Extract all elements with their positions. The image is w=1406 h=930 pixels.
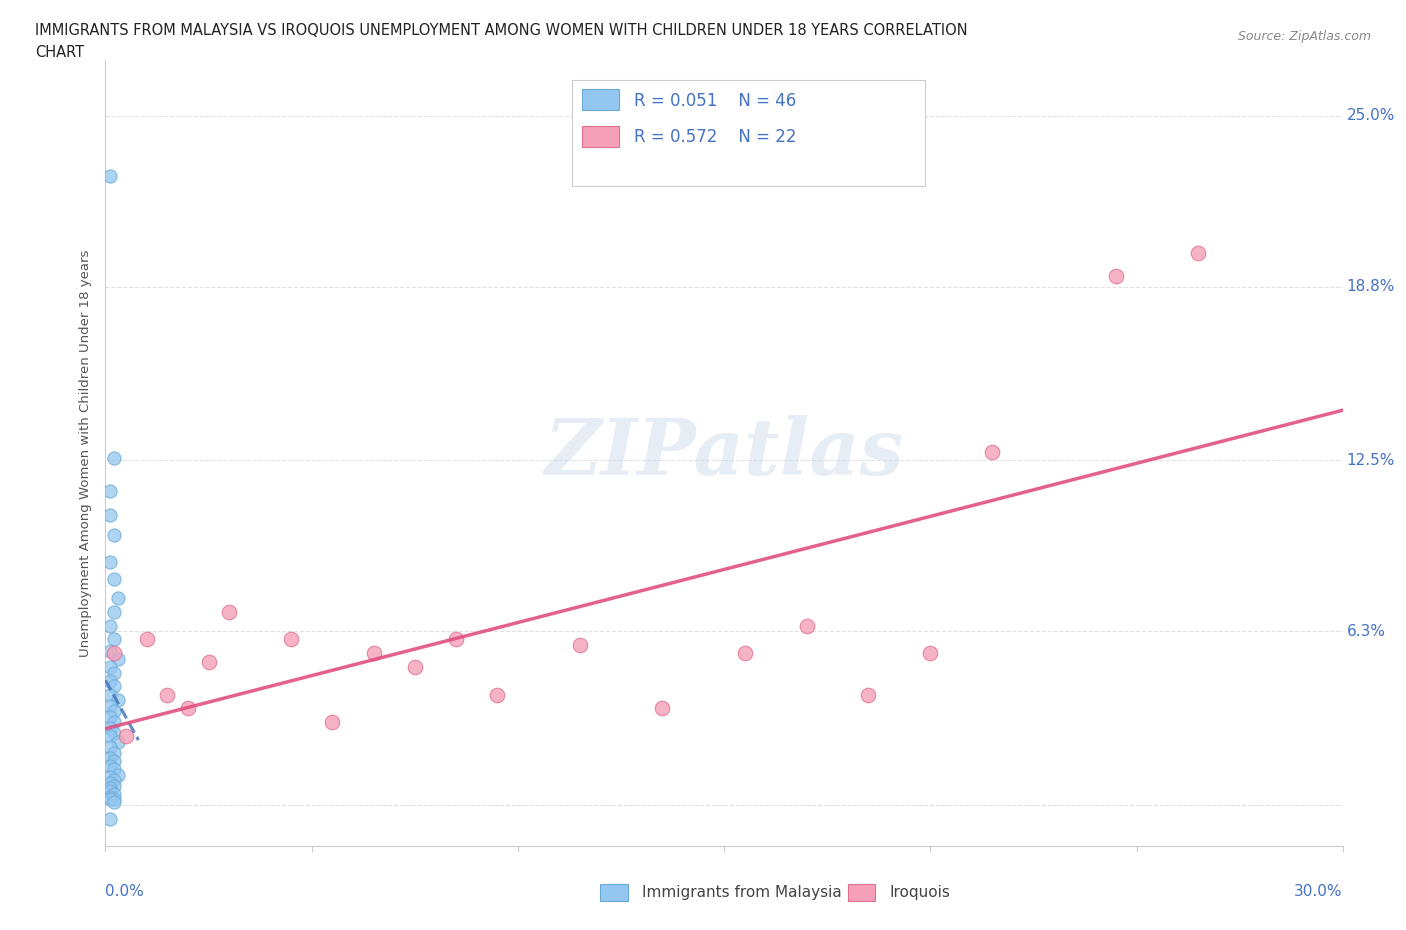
FancyBboxPatch shape [572,80,925,186]
Point [197,654,219,669]
Bar [582,126,619,147]
Point [103,773,125,788]
Point [115,728,138,743]
Bar [848,884,875,901]
Point [98,792,121,807]
Point [858,687,880,702]
Text: 0.0%: 0.0% [105,884,145,899]
Point [103,762,125,777]
Point [107,693,129,708]
Point [920,645,942,660]
Point [98,618,121,633]
Point [981,445,1004,459]
Point [98,643,121,658]
Point [103,645,125,660]
Point [98,721,121,736]
Point [98,751,121,765]
Point [103,753,125,768]
Point [98,776,121,790]
Text: Immigrants from Malaysia: Immigrants from Malaysia [643,885,842,900]
Text: 18.8%: 18.8% [1347,279,1395,294]
Point [98,698,121,713]
Text: IMMIGRANTS FROM MALAYSIA VS IROQUOIS UNEMPLOYMENT AMONG WOMEN WITH CHILDREN UNDE: IMMIGRANTS FROM MALAYSIA VS IROQUOIS UNE… [35,23,967,38]
Bar [582,88,619,110]
Point [404,659,426,674]
Text: CHART: CHART [35,45,84,60]
Point [98,781,121,796]
Point [103,725,125,740]
Point [98,555,121,570]
Point [103,527,125,542]
Point [568,638,591,653]
Point [280,632,302,647]
Point [103,704,125,719]
Point [796,618,818,633]
Text: R = 0.051    N = 46: R = 0.051 N = 46 [634,91,796,110]
Point [103,795,125,810]
Text: Iroquois: Iroquois [890,885,950,900]
Point [363,645,385,660]
Point [107,734,129,749]
Point [103,715,125,730]
Text: 25.0%: 25.0% [1347,108,1395,123]
Point [103,571,125,586]
Point [103,632,125,647]
Point [103,792,125,807]
Point [218,604,240,619]
Point [734,645,756,660]
Point [103,450,125,465]
Text: R = 0.572    N = 22: R = 0.572 N = 22 [634,128,796,146]
Point [321,715,343,730]
Point [98,169,121,184]
Point [103,778,125,793]
Text: 12.5%: 12.5% [1347,453,1395,468]
Point [98,739,121,754]
Point [98,508,121,523]
Point [444,632,467,647]
Point [103,787,125,802]
Point [107,767,129,782]
Point [156,687,179,702]
Point [651,701,673,716]
Point [107,651,129,666]
Point [103,604,125,619]
Text: 6.3%: 6.3% [1347,624,1385,639]
Bar [600,884,627,901]
Point [103,679,125,694]
Point [135,632,157,647]
Point [98,710,121,724]
Text: Source: ZipAtlas.com: Source: ZipAtlas.com [1237,30,1371,43]
Point [98,784,121,799]
Point [98,770,121,785]
Point [98,790,121,804]
Point [103,665,125,680]
Point [98,673,121,688]
Point [98,687,121,702]
Point [1105,268,1128,283]
Point [103,745,125,760]
Point [486,687,509,702]
Text: ZIPatlas: ZIPatlas [544,415,904,492]
Point [98,659,121,674]
Point [98,484,121,498]
Point [1187,246,1209,261]
Y-axis label: Unemployment Among Women with Children Under 18 years: Unemployment Among Women with Children U… [79,249,93,658]
Point [177,701,200,716]
Point [98,759,121,774]
Point [98,811,121,826]
Point [107,591,129,605]
Text: 30.0%: 30.0% [1295,884,1343,899]
Point [98,728,121,743]
